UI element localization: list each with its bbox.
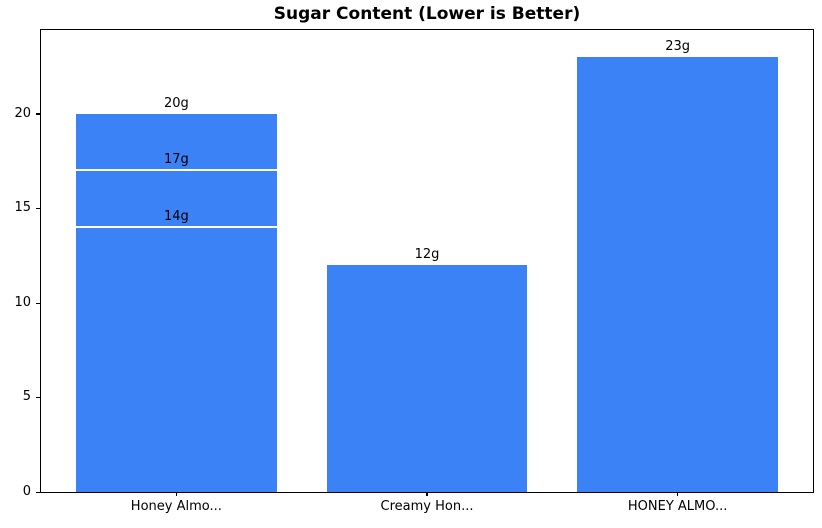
x-axis-label: Honey Almo... bbox=[130, 499, 222, 514]
y-tick-mark bbox=[36, 397, 40, 399]
bar-value-label: 23g bbox=[665, 38, 691, 54]
y-tick-mark bbox=[36, 207, 40, 210]
bar bbox=[577, 56, 778, 492]
x-axis-label: Creamy Hon... bbox=[380, 499, 474, 514]
y-tick-mark bbox=[36, 113, 40, 115]
x-tick-mark bbox=[175, 492, 177, 496]
bar-value-label: 20g bbox=[163, 95, 189, 111]
plot-area: 0 5 10 15 20 20g 17g 14g Honey Almo... 12g Creamy … bbox=[14, 29, 814, 514]
bar-value-label: 12g bbox=[414, 246, 440, 262]
bar bbox=[76, 113, 277, 492]
x-axis-label: HONEY ALMO... bbox=[627, 499, 728, 514]
y-tick-label: 5 bbox=[22, 389, 31, 405]
x-tick-mark bbox=[676, 492, 679, 496]
bar-segment-divider bbox=[76, 226, 277, 229]
y-tick-label: 0 bbox=[22, 484, 31, 499]
bar bbox=[326, 264, 528, 492]
y-tick-mark bbox=[36, 491, 40, 493]
y-tick-label: 15 bbox=[14, 200, 31, 216]
chart-title: Sugar Content (Lower is Better) bbox=[273, 4, 581, 24]
y-tick-label: 20 bbox=[14, 105, 31, 121]
x-tick-mark bbox=[426, 492, 428, 496]
y-tick-mark bbox=[36, 302, 40, 304]
y-tick-label: 10 bbox=[14, 294, 31, 310]
bar-segment-divider bbox=[76, 169, 277, 172]
